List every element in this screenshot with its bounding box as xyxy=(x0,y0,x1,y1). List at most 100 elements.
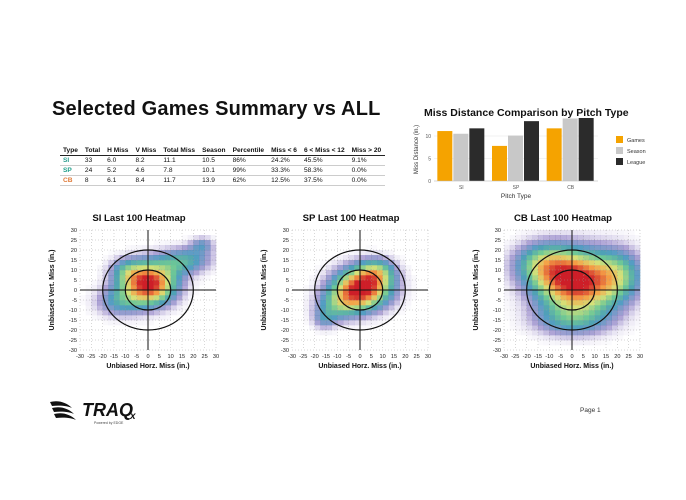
density-cell xyxy=(399,305,406,311)
density-cell xyxy=(555,285,561,291)
density-cell xyxy=(102,275,109,281)
density-cell xyxy=(583,340,590,346)
density-cell xyxy=(594,235,601,241)
density-cell xyxy=(193,290,200,296)
density-cell xyxy=(594,295,601,301)
density-cell xyxy=(526,285,533,291)
y-tick-label: 15 xyxy=(495,258,501,264)
density-cell xyxy=(572,315,578,321)
density-cell xyxy=(543,315,550,321)
density-cell xyxy=(97,290,103,296)
density-cell xyxy=(543,305,550,311)
density-cell xyxy=(331,255,338,261)
density-cell xyxy=(114,310,120,316)
density-cell xyxy=(388,285,395,291)
x-tick-label: 25 xyxy=(626,354,632,360)
density-cell xyxy=(136,275,143,281)
cb-heatmap-title: CB Last 100 Heatmap xyxy=(513,213,613,224)
density-cell xyxy=(623,305,629,311)
density-cell xyxy=(182,245,188,251)
table-cell: 8.2 xyxy=(132,155,161,166)
density-cell xyxy=(577,250,584,256)
density-cell xyxy=(343,265,349,271)
density-cell xyxy=(337,305,344,311)
density-cell xyxy=(159,270,166,276)
density-cell xyxy=(382,290,389,296)
density-cell xyxy=(153,255,160,261)
density-cell xyxy=(628,260,635,266)
density-cell xyxy=(85,305,92,311)
density-cell xyxy=(119,285,126,291)
density-cell xyxy=(354,290,361,296)
density-cell xyxy=(142,260,149,266)
density-cell xyxy=(583,330,590,336)
density-cell xyxy=(538,300,544,306)
density-cell xyxy=(365,290,372,296)
density-cell xyxy=(182,270,188,276)
density-cell xyxy=(142,285,149,291)
y-tick-label: -5 xyxy=(72,298,77,304)
density-cell xyxy=(114,255,120,261)
density-cell xyxy=(577,295,584,301)
density-cell xyxy=(148,315,154,321)
density-cell xyxy=(165,240,171,246)
density-cell xyxy=(199,235,205,241)
density-cell xyxy=(589,290,595,296)
density-cell xyxy=(119,290,126,296)
density-cell xyxy=(170,275,177,281)
density-cell xyxy=(320,290,327,296)
density-cell xyxy=(320,300,327,306)
density-cell xyxy=(594,250,601,256)
density-cell xyxy=(623,290,629,296)
x-tick-label: -10 xyxy=(545,354,553,360)
density-cell xyxy=(182,305,188,311)
density-cell xyxy=(634,310,641,316)
density-cell xyxy=(388,265,395,271)
density-cell xyxy=(125,300,132,306)
density-cell xyxy=(555,330,561,336)
density-cell xyxy=(343,285,349,291)
density-cell xyxy=(549,295,556,301)
x-tick-label: -10 xyxy=(333,354,341,360)
density-cell xyxy=(566,235,573,241)
density-cell xyxy=(566,310,573,316)
density-cell xyxy=(521,270,527,276)
density-cell xyxy=(114,265,120,271)
density-cell xyxy=(560,245,567,251)
page-title: Selected Games Summary vs ALL xyxy=(52,98,381,120)
density-cell xyxy=(371,305,378,311)
density-cell xyxy=(354,270,361,276)
y-tick-label: -10 xyxy=(69,308,77,314)
density-cell xyxy=(136,295,143,301)
x-tick-label: 15 xyxy=(391,354,397,360)
table-cell: 0.0% xyxy=(348,165,386,176)
density-cell xyxy=(504,310,510,316)
density-cell xyxy=(371,310,378,316)
density-cell xyxy=(555,250,561,256)
density-cell xyxy=(623,230,629,236)
density-cell xyxy=(623,330,629,336)
density-cell xyxy=(583,235,590,241)
density-cell xyxy=(371,255,378,261)
density-cell xyxy=(337,265,344,271)
density-cell xyxy=(125,260,132,266)
table-header-cell: Percentile xyxy=(229,146,269,156)
density-cell xyxy=(354,255,361,261)
density-cell xyxy=(97,315,103,321)
density-cell xyxy=(611,315,618,321)
density-cell xyxy=(577,305,584,311)
density-cell xyxy=(589,255,595,261)
density-cell xyxy=(193,250,200,256)
density-cell xyxy=(148,255,154,261)
y-tick-label: 10 xyxy=(495,268,501,274)
density-cell xyxy=(354,320,361,326)
density-cell xyxy=(377,270,383,276)
density-cell xyxy=(204,240,211,246)
density-cell xyxy=(521,305,527,311)
density-cell xyxy=(515,285,522,291)
density-cell xyxy=(331,325,338,331)
density-cell xyxy=(108,275,115,281)
cb-heatmap: -30-30-25-25-20-20-15-15-10-10-5-5005510… xyxy=(473,228,643,370)
density-cell xyxy=(182,295,188,301)
density-cell xyxy=(142,315,149,321)
